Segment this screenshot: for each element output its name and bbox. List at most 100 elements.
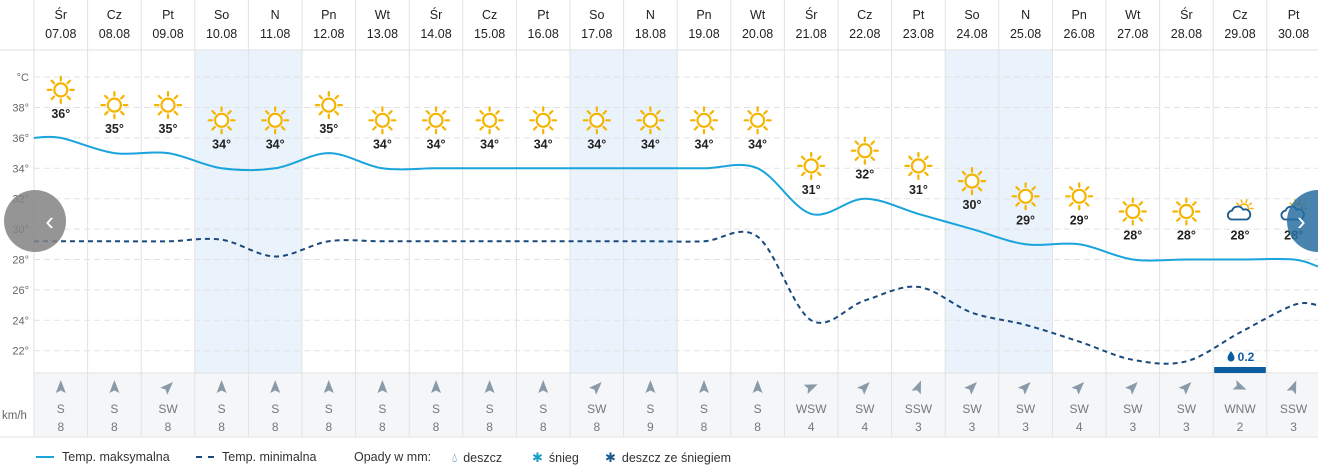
- legend-item-min: Temp. minimalna: [196, 450, 316, 464]
- day-of-week-label: So: [589, 8, 604, 22]
- gridlines: [0, 0, 1318, 438]
- chevron-right-icon: ›: [1297, 205, 1306, 236]
- y-axis-unit-label: °C: [17, 72, 29, 84]
- legend-swatch-max: [36, 456, 54, 458]
- wind-direction-arrow-icon: [431, 380, 441, 393]
- rain-drop-icon: [1227, 351, 1235, 362]
- wind-speed-label: 3: [915, 420, 922, 434]
- day-of-week-label: Wt: [750, 8, 766, 22]
- date-label: 10.08: [206, 27, 237, 41]
- day-of-week-label: Cz: [857, 8, 872, 22]
- wind-direction-label: S: [486, 402, 494, 416]
- wind-direction-arrow-icon: [538, 380, 549, 393]
- weekend-column: [248, 50, 302, 373]
- wind-direction-arrow-icon: [1071, 382, 1085, 395]
- legend-label-rain-snow: deszcz ze śniegiem: [621, 451, 731, 465]
- wind-direction-arrow-icon: [589, 382, 602, 395]
- date-label: 20.08: [742, 27, 773, 41]
- wind-direction-label: S: [57, 402, 65, 416]
- wind-direction-arrow-icon: [109, 380, 120, 393]
- wind-speed-label: 4: [1076, 420, 1083, 434]
- day-of-week-label: N: [1021, 8, 1030, 22]
- date-label: 29.08: [1224, 27, 1255, 41]
- wind-speed-label: 8: [325, 420, 332, 434]
- wind-direction-label: S: [539, 402, 547, 416]
- wind-direction-label: S: [754, 402, 762, 416]
- date-label: 11.08: [260, 27, 290, 41]
- wind-speed-label: 8: [593, 420, 600, 434]
- tmax-value-label: 32°: [855, 168, 874, 182]
- day-of-week-label: Wt: [1125, 8, 1141, 22]
- day-of-week-label: Pt: [537, 8, 549, 22]
- tmax-value-label: 34°: [480, 137, 499, 151]
- date-label: 27.08: [1117, 27, 1148, 41]
- wind-direction-arrow-icon: [699, 380, 709, 393]
- wind-speed-label: 8: [165, 420, 172, 434]
- day-of-week-label: Śr: [805, 7, 818, 22]
- wind-speed-label: 8: [754, 420, 761, 434]
- wind-speed-label: 4: [861, 420, 868, 434]
- sun-icon: [46, 75, 75, 105]
- wind-direction-label: SW: [1177, 402, 1197, 416]
- sun-icon: [314, 90, 343, 120]
- wind-speed-label: 8: [486, 420, 493, 434]
- day-of-week-label: Pt: [162, 8, 174, 22]
- legend-precip-title: Opady w mm:: [354, 450, 431, 464]
- weekend-column: [194, 50, 249, 373]
- wind-direction-arrow-icon: [323, 380, 334, 393]
- legend-label-min: Temp. minimalna: [222, 450, 317, 464]
- date-label: 19.08: [688, 27, 719, 41]
- wind-speed-label: 8: [540, 420, 547, 434]
- wind-speed-label: 3: [969, 420, 976, 434]
- wind-direction-label: S: [432, 402, 440, 416]
- wind-speed-label: 3: [1183, 420, 1190, 434]
- wind-direction-arrow-icon: [803, 384, 818, 394]
- temperature-series: [33, 135, 1318, 365]
- sun-icon: [636, 106, 665, 135]
- wind-direction-label: SW: [1016, 402, 1036, 416]
- legend-label-max: Temp. maksymalna: [62, 450, 170, 464]
- date-label: 17.08: [581, 27, 612, 41]
- tmax-value-label: 34°: [212, 137, 231, 151]
- y-tick-label: 22°: [12, 346, 29, 358]
- wind-direction-label: S: [110, 402, 118, 416]
- tmax-value-label: 34°: [695, 137, 714, 151]
- day-of-week-label: Pn: [1072, 8, 1087, 22]
- date-label: 25.08: [1010, 27, 1041, 41]
- tmax-value-label: 35°: [319, 122, 338, 136]
- wind-direction-arrow-icon: [911, 380, 922, 395]
- wind-direction-label: SSW: [1280, 402, 1308, 416]
- wind-speed-label: 8: [433, 420, 440, 434]
- sun-icon: [582, 106, 611, 135]
- sun-icon: [368, 106, 397, 135]
- wind-direction-label: S: [378, 402, 386, 416]
- wind-speed-label: 8: [272, 420, 279, 434]
- wind-direction-arrow-icon: [484, 380, 495, 393]
- wind-direction-label: S: [325, 402, 333, 416]
- date-label: 23.08: [903, 27, 934, 41]
- wind-direction-label: S: [218, 402, 226, 416]
- day-of-week-label: Wt: [375, 8, 391, 22]
- day-of-week-label: Śr: [55, 7, 68, 22]
- wind-direction-arrow-icon: [752, 380, 763, 393]
- legend-swatch-min: [196, 456, 214, 458]
- legend-label-rain: deszcz: [463, 451, 503, 465]
- wind-speed-label: 8: [111, 420, 118, 434]
- wind-direction-label: SW: [1123, 402, 1143, 416]
- weekend-column: [998, 50, 1053, 373]
- wind-direction-arrow-icon: [1178, 382, 1192, 395]
- day-of-week-label: Cz: [1232, 8, 1247, 22]
- wind-speed-label: 3: [1022, 420, 1029, 434]
- wind-speed-label: 3: [1129, 420, 1136, 434]
- wind-direction-arrow-icon: [270, 380, 281, 393]
- weather-icons: [46, 75, 1308, 226]
- tmax-value-label: 29°: [1070, 213, 1089, 227]
- legend-item-snow: ✱ śnieg: [532, 450, 579, 466]
- sun-icon: [261, 106, 290, 135]
- prev-arrow-button[interactable]: ‹: [4, 190, 66, 252]
- sun-icon: [1172, 197, 1201, 226]
- chevron-left-icon: ‹: [45, 205, 54, 236]
- wind-direction-arrow-icon: [377, 380, 388, 393]
- day-of-week-label: Pt: [1288, 8, 1300, 22]
